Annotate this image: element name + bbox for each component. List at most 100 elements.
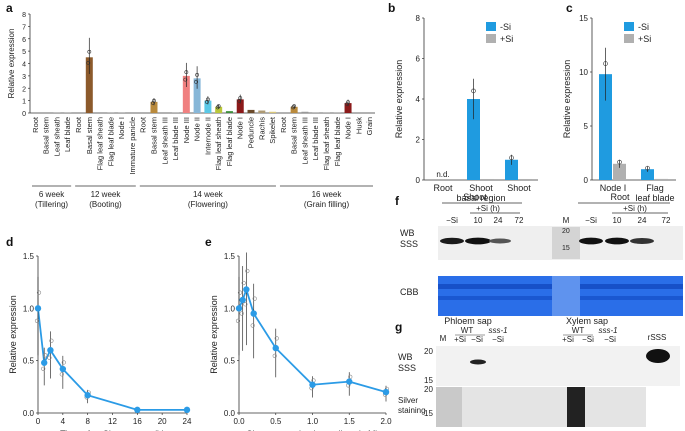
b-legend-label: +Si (500, 34, 513, 44)
blot-f-root-si-label: +Si (h) (623, 204, 647, 213)
a-category-label: Flag leaf blade (225, 117, 234, 166)
b-ylabel: Relative expression (394, 60, 404, 139)
blot-g-staining-label: staining (398, 406, 426, 415)
chart-c: 0 5 10 15 Relative expression Node I Flagleaf … (562, 14, 676, 203)
blot-g: g Phloem sap Xylem sap M WT sss-1 WT sss… (395, 316, 680, 427)
blot-f-cbb-label: CBB (400, 287, 419, 297)
blot-g-rsss: rSSS (648, 333, 667, 342)
e-xtick-label: 0.5 (270, 417, 282, 426)
e-point (346, 378, 353, 385)
panel-c-label: c (566, 1, 573, 15)
a-group-sublabel: (Booting) (89, 200, 122, 209)
a-ytick-label: 6 (22, 37, 26, 44)
a-group-sublabel: (Grain filling) (304, 200, 350, 209)
a-group-label: 6 week (39, 190, 65, 199)
c-ytick-label: 10 (579, 68, 588, 77)
a-bar (182, 75, 190, 113)
e-ytick-label: 0.5 (224, 357, 236, 366)
d-replicate (41, 366, 46, 371)
blot-g-xylem-wt: WT (572, 326, 585, 335)
c-legend-swatch (624, 22, 634, 31)
a-point (194, 79, 199, 84)
a-point (291, 105, 296, 110)
a-point (215, 105, 220, 110)
a-point (237, 98, 242, 103)
blot-f-wb-label: WB (400, 228, 415, 238)
a-category-label: Internode II (203, 117, 212, 155)
a-category-label: Flag leaf blade (106, 117, 115, 166)
a-category-label: Leaf sheath III (160, 117, 169, 165)
a-group-label: 12 week (91, 190, 122, 199)
blot-f-band (605, 237, 629, 245)
a-category-label: Root (31, 116, 40, 133)
e-ytick-label: 1.5 (224, 252, 236, 261)
a-point (346, 100, 350, 105)
a-category-label: Immature panicle (128, 117, 137, 175)
a-bar (150, 101, 158, 113)
panel-a-label: a (6, 1, 13, 15)
c-bar (599, 74, 612, 180)
blot-f-cbb-marker (552, 276, 580, 316)
b-legend-swatch (486, 22, 496, 31)
b-bar (519, 178, 532, 180)
blot-g-xylem-label: Xylem sap (566, 316, 608, 326)
a-category-label: Node I (344, 117, 353, 139)
e-ylabel: Relative expression (209, 295, 219, 374)
a-group-label: 14 week (193, 190, 224, 199)
b-bar (481, 178, 494, 180)
a-bar (172, 112, 180, 113)
b-point (471, 88, 476, 94)
a-ytick-label: 4 (22, 62, 26, 69)
d-point (47, 347, 54, 354)
a-category-label: Root (74, 116, 83, 133)
e-replicate (272, 353, 277, 358)
a-ylabel: Relative expression (7, 29, 16, 99)
a-point (151, 101, 155, 105)
a-category-label: Leaf sheath (52, 117, 61, 156)
c-category-label: Flag (646, 183, 664, 193)
a-category-label: Leaf blade III (171, 117, 180, 160)
blot-g-wb-membrane (436, 346, 680, 386)
a-category-label: Root (139, 116, 148, 133)
blot-g-sss-label: SSS (398, 363, 416, 373)
blot-g-rsss-band (646, 349, 670, 363)
blot-f-shoot-24: 24 (494, 216, 503, 225)
a-bar (258, 110, 266, 113)
panel-b-label: b (388, 1, 395, 15)
a-bar (64, 112, 72, 113)
e-point (235, 305, 243, 312)
c-ylabel: Relative expression (562, 60, 572, 139)
blot-g-lane-minus: −Si (492, 335, 504, 344)
e-point (272, 344, 279, 352)
a-category-label: Leaf sheath III (300, 117, 309, 165)
a-group-sublabel: (Flowering) (188, 200, 228, 209)
e-replicate (252, 296, 257, 301)
blot-g-lane-minus: −Si (604, 335, 616, 344)
d-xtick-label: 4 (61, 417, 66, 426)
blot-f-root-label: Root (610, 192, 630, 202)
a-bar (247, 109, 255, 113)
a-ytick-label: 1 (22, 99, 26, 106)
a-bar (107, 112, 115, 113)
c-category-label: leaf blade (635, 193, 674, 203)
blot-f-band (465, 237, 491, 245)
a-ytick-label: 7 (22, 24, 26, 31)
a-bar (333, 112, 341, 113)
blot-f-marker: M (563, 216, 570, 225)
d-series-line (37, 308, 187, 411)
a-category-label: Node III (182, 117, 191, 143)
d-point (183, 406, 191, 414)
blot-g-m-label: M (440, 334, 447, 343)
e-point (250, 310, 257, 317)
c-ytick-label: 5 (584, 122, 589, 131)
c-point (645, 165, 650, 171)
blot-f-mw15: 15 (562, 245, 570, 252)
blot-f-marker-lane (552, 227, 580, 259)
a-category-label: Basal stem (290, 117, 299, 154)
a-bar (53, 112, 61, 113)
c-point (617, 159, 622, 165)
b-point (509, 155, 514, 161)
d-xlabel: Time after Si treatment (h) (60, 429, 165, 431)
b-category-label: Root (433, 183, 453, 193)
a-category-label: Node II (193, 117, 202, 141)
